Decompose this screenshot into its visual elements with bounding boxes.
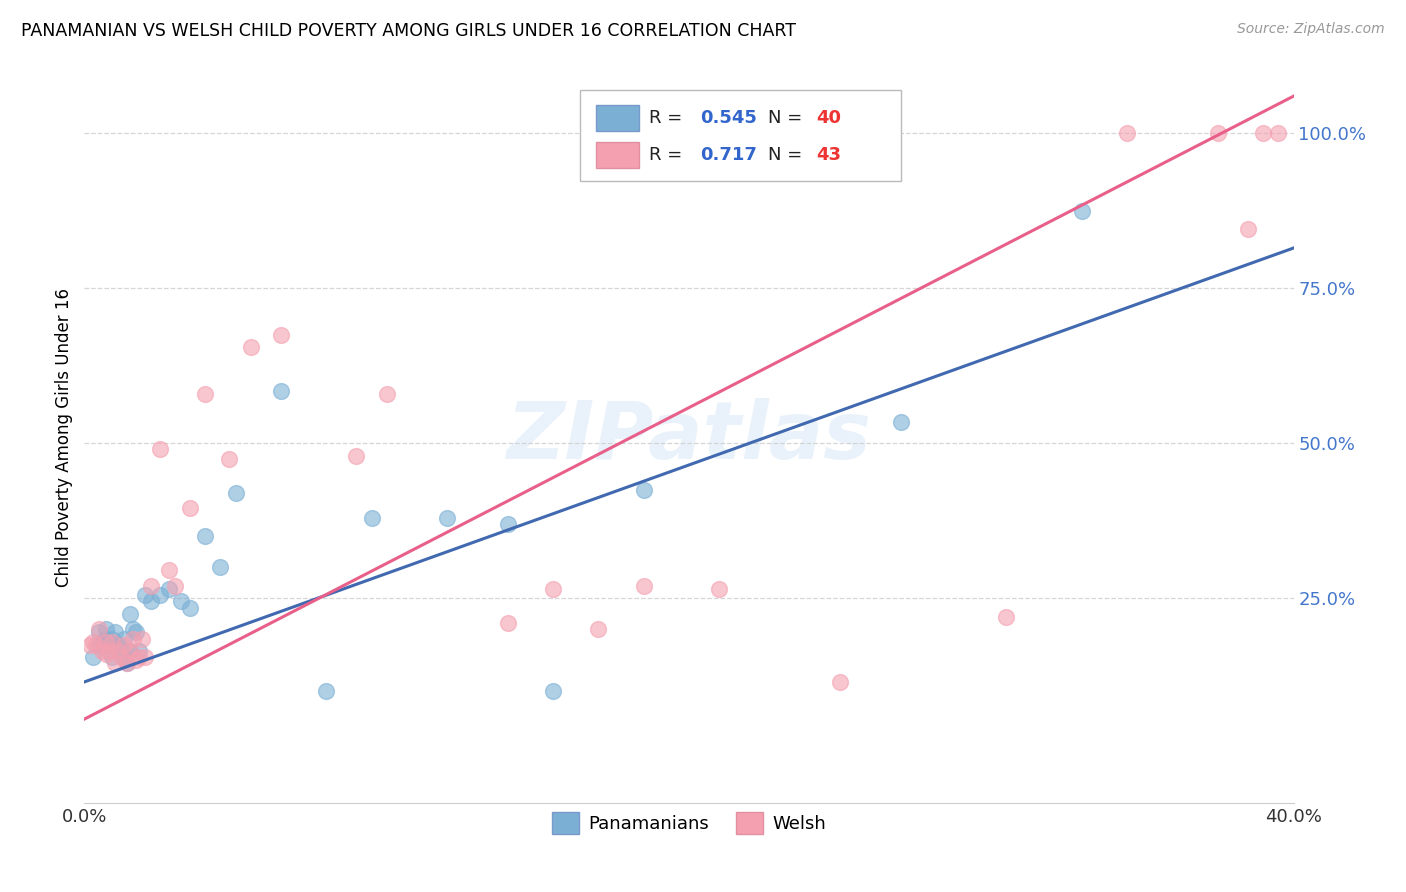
Point bbox=[1071, 203, 1094, 218]
Point bbox=[218, 451, 240, 466]
Legend: Panamanians, Welsh: Panamanians, Welsh bbox=[544, 805, 834, 841]
FancyBboxPatch shape bbox=[581, 90, 901, 181]
FancyBboxPatch shape bbox=[596, 142, 640, 168]
Point bbox=[194, 529, 217, 543]
Point bbox=[541, 684, 564, 698]
Point bbox=[1237, 222, 1260, 236]
Point bbox=[94, 647, 117, 661]
Point bbox=[633, 483, 655, 497]
Point bbox=[128, 644, 150, 658]
Point bbox=[1267, 126, 1289, 140]
Point bbox=[375, 386, 398, 401]
Point bbox=[239, 340, 262, 354]
Point bbox=[89, 625, 111, 640]
Point bbox=[79, 638, 101, 652]
Point bbox=[97, 644, 120, 658]
Point bbox=[115, 657, 138, 671]
Y-axis label: Child Poverty Among Girls Under 16: Child Poverty Among Girls Under 16 bbox=[55, 287, 73, 587]
Text: N =: N = bbox=[768, 145, 807, 164]
Point bbox=[112, 638, 135, 652]
Point bbox=[270, 384, 292, 398]
Point bbox=[496, 516, 519, 531]
Point bbox=[110, 644, 132, 658]
Point bbox=[194, 386, 217, 401]
Point bbox=[149, 442, 172, 457]
Point bbox=[128, 650, 150, 665]
Point bbox=[121, 632, 143, 646]
Text: 40: 40 bbox=[815, 109, 841, 128]
Point bbox=[94, 634, 117, 648]
Point bbox=[104, 625, 127, 640]
Point bbox=[139, 594, 162, 608]
Text: 0.717: 0.717 bbox=[700, 145, 756, 164]
Point bbox=[112, 650, 135, 665]
Point bbox=[179, 600, 201, 615]
Point bbox=[1253, 126, 1275, 140]
Point bbox=[134, 650, 156, 665]
Point bbox=[100, 634, 122, 648]
Point bbox=[107, 644, 129, 658]
Point bbox=[541, 582, 564, 596]
Point bbox=[1206, 126, 1229, 140]
Point bbox=[496, 615, 519, 630]
Point bbox=[104, 657, 127, 671]
Point bbox=[86, 638, 108, 652]
Point bbox=[107, 638, 129, 652]
Point bbox=[436, 510, 458, 524]
Point bbox=[165, 579, 187, 593]
Point bbox=[91, 644, 114, 658]
Point bbox=[157, 582, 180, 596]
Point bbox=[170, 594, 193, 608]
Point bbox=[94, 632, 117, 646]
Point bbox=[100, 650, 122, 665]
Point bbox=[89, 622, 111, 636]
Text: ZIPatlas: ZIPatlas bbox=[506, 398, 872, 476]
Point bbox=[995, 610, 1018, 624]
Point bbox=[588, 622, 610, 636]
Text: 0.545: 0.545 bbox=[700, 109, 756, 128]
Point bbox=[118, 644, 141, 658]
Point bbox=[890, 415, 912, 429]
Point bbox=[104, 638, 127, 652]
Point bbox=[97, 644, 120, 658]
Point bbox=[157, 563, 180, 577]
Point bbox=[115, 657, 138, 671]
Point bbox=[633, 579, 655, 593]
Point bbox=[315, 684, 337, 698]
Point bbox=[179, 501, 201, 516]
Text: R =: R = bbox=[650, 109, 688, 128]
Point bbox=[110, 650, 132, 665]
Text: PANAMANIAN VS WELSH CHILD POVERTY AMONG GIRLS UNDER 16 CORRELATION CHART: PANAMANIAN VS WELSH CHILD POVERTY AMONG … bbox=[21, 22, 796, 40]
Point bbox=[830, 674, 852, 689]
Point bbox=[225, 486, 247, 500]
Point bbox=[139, 579, 162, 593]
FancyBboxPatch shape bbox=[596, 105, 640, 131]
Point bbox=[112, 632, 135, 646]
Point bbox=[125, 653, 148, 667]
Text: Source: ZipAtlas.com: Source: ZipAtlas.com bbox=[1237, 22, 1385, 37]
Text: 43: 43 bbox=[815, 145, 841, 164]
Point bbox=[89, 638, 111, 652]
Point bbox=[149, 588, 172, 602]
Point bbox=[118, 644, 141, 658]
Point bbox=[125, 625, 148, 640]
Point bbox=[270, 327, 292, 342]
Point bbox=[131, 632, 153, 646]
Text: N =: N = bbox=[768, 109, 807, 128]
Point bbox=[82, 650, 104, 665]
Point bbox=[360, 510, 382, 524]
Point bbox=[100, 632, 122, 646]
Point bbox=[94, 622, 117, 636]
Point bbox=[1116, 126, 1139, 140]
Point bbox=[709, 582, 731, 596]
Point bbox=[82, 634, 104, 648]
Point bbox=[134, 588, 156, 602]
Text: R =: R = bbox=[650, 145, 688, 164]
Point bbox=[118, 607, 141, 621]
Point bbox=[121, 622, 143, 636]
Point bbox=[209, 560, 232, 574]
Point bbox=[91, 634, 114, 648]
Point bbox=[346, 449, 368, 463]
Point bbox=[97, 638, 120, 652]
